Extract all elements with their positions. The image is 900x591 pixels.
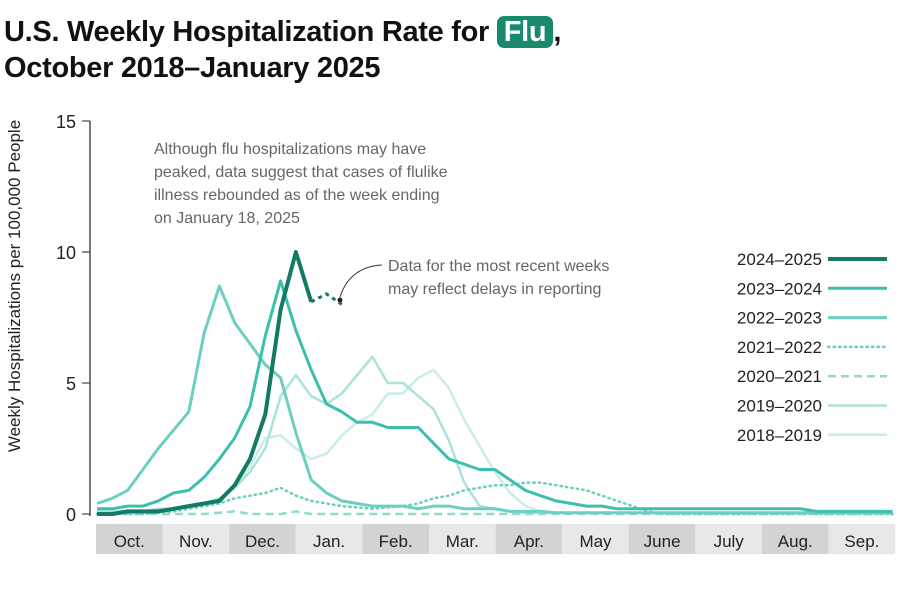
series-provisional-2024–2025 <box>310 292 343 306</box>
legend-item: 2018–2019 <box>737 426 887 445</box>
series-line-2024–2025 <box>97 250 314 516</box>
month-label: Dec. <box>245 532 280 551</box>
annotation-delays: Data for the most recent weeks may refle… <box>388 258 610 298</box>
month-label: Mar. <box>446 532 479 551</box>
month-label: Jan. <box>313 532 345 551</box>
month-label: Feb. <box>379 532 413 551</box>
month-label: Sep. <box>844 532 879 551</box>
legend-label: 2022–2023 <box>737 309 822 328</box>
title-comma: , <box>553 16 562 48</box>
month-label: Nov. <box>179 532 213 551</box>
month-band <box>362 524 429 554</box>
month-label: Oct. <box>114 532 145 551</box>
legend-item: 2024–2025 <box>737 250 887 269</box>
legend-item: 2019–2020 <box>737 397 887 416</box>
month-label: Aug. <box>778 532 813 551</box>
y-axis: 0 5 10 15 <box>56 112 91 525</box>
month-band <box>162 524 230 554</box>
legend-item: 2022–2023 <box>737 309 887 328</box>
y-tick-label: 15 <box>56 112 76 132</box>
legend-item: 2023–2024 <box>737 279 887 298</box>
y-tick-label: 10 <box>56 243 76 263</box>
month-band <box>762 524 829 554</box>
chart-title: U.S. Weekly Hospitalization Rate for Flu… <box>4 14 561 86</box>
month-band <box>229 524 296 554</box>
annotation-dot <box>337 297 343 303</box>
legend: 2024–2025 2023–2024 2022–2023 2021–2022 2020… <box>737 250 889 445</box>
y-axis-label: Weekly Hospitalizations per 100,000 Peop… <box>5 120 24 452</box>
month-label: July <box>714 532 745 551</box>
legend-label: 2024–2025 <box>737 250 822 269</box>
legend-label: 2019–2020 <box>737 397 822 416</box>
month-bands: Oct. Nov. Dec. Jan. Feb. Mar. Apr. May June July A… <box>96 524 896 554</box>
month-band <box>628 524 696 554</box>
month-band <box>96 524 163 554</box>
title-date-range: October 2018–January 2025 <box>4 52 381 84</box>
series-line-2023–2024 <box>97 279 893 513</box>
month-band <box>429 524 496 554</box>
month-band <box>495 524 563 554</box>
flu-badge: Flu <box>496 16 554 48</box>
month-label: May <box>579 532 612 551</box>
y-tick-label: 0 <box>66 505 76 525</box>
y-tick-label: 5 <box>66 374 76 394</box>
legend-label: 2018–2019 <box>737 426 822 445</box>
series-line-2022–2023 <box>96 284 893 515</box>
legend-item: 2021–2022 <box>737 338 889 357</box>
annotation-arrow <box>339 264 383 298</box>
month-band <box>828 524 896 554</box>
legend-label: 2021–2022 <box>737 338 822 357</box>
legend-label: 2023–2024 <box>737 279 822 298</box>
month-band <box>295 524 363 554</box>
month-label: Apr. <box>514 532 544 551</box>
month-label: June <box>644 532 681 551</box>
legend-label: 2020–2021 <box>737 367 822 386</box>
legend-item: 2020–2021 <box>737 367 887 386</box>
month-band <box>695 524 762 554</box>
annotation-peak: Although flu hospitalizations may have p… <box>154 141 448 227</box>
series-lines <box>95 250 894 516</box>
month-band <box>562 524 629 554</box>
title-text: U.S. Weekly Hospitalization Rate for <box>4 16 497 48</box>
